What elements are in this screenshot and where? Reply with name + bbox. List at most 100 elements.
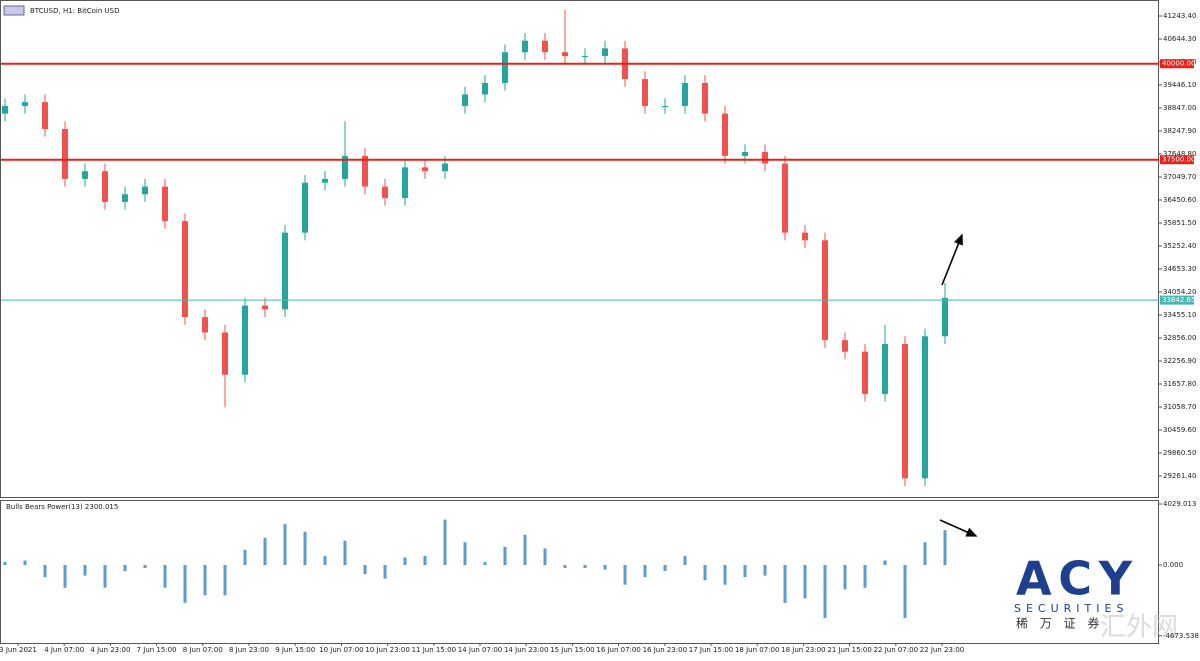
candle-body (242, 305, 248, 375)
indicator-bar (143, 565, 147, 569)
x-tick-label: 18 Jun 23:00 (781, 646, 825, 654)
candle-body (662, 105, 668, 107)
indicator-bar (163, 565, 167, 588)
price-level-tag (1160, 295, 1194, 305)
symbol-icon (3, 5, 25, 16)
indicator-bar (323, 555, 327, 566)
indicator-bar (183, 565, 187, 603)
x-tick-label: 22 Jun 07:00 (874, 646, 918, 654)
indicator-y-tick-label: 0.000 (1163, 561, 1183, 569)
indicator-bar (943, 530, 947, 566)
indicator-title: Bulls Bears Power(13) 2300.015 (6, 503, 118, 511)
candle-body (802, 232, 808, 241)
indicator-bar (743, 565, 747, 578)
indicator-bar (563, 565, 567, 569)
indicator-bar (683, 555, 687, 566)
x-tick-label: 10 Jun 23:00 (365, 646, 409, 654)
y-tick-label: 31058.70 (1163, 403, 1196, 411)
indicator-bar (423, 555, 427, 566)
indicator-bar (883, 560, 887, 566)
x-tick-label: 4 Jun 23:00 (90, 646, 130, 654)
y-tick-label: 36450.60 (1163, 196, 1196, 204)
x-tick-label: 9 Jun 15:00 (275, 646, 315, 654)
candle-body (402, 167, 408, 199)
candle-body (442, 163, 448, 172)
candle-body (222, 332, 228, 375)
x-tick-label: 22 Jun 23:00 (920, 646, 964, 654)
candle-body (362, 155, 368, 187)
candle-body (942, 297, 948, 337)
indicator-bar (783, 565, 787, 603)
price-level-label: 37500.00 (1162, 156, 1195, 164)
candle-body (682, 82, 688, 106)
indicator-bar (823, 565, 827, 619)
candle-body (282, 232, 288, 310)
indicator-y-tick-label: 4029.013 (1163, 500, 1196, 508)
y-tick-label: 33455.10 (1163, 311, 1196, 319)
indicator-bar (923, 542, 927, 566)
arrow-up (941, 233, 963, 286)
indicator-bar (303, 531, 307, 566)
candle-body (82, 171, 88, 179)
x-tick-label: 11 Jun 15:00 (412, 646, 456, 654)
candle-body (502, 52, 508, 83)
x-tick-label: 16 Jun 23:00 (643, 646, 687, 654)
y-tick-label: 30459.60 (1163, 426, 1196, 434)
indicator-bar (543, 548, 547, 566)
y-tick-label: 39446.10 (1163, 81, 1196, 89)
candle-body (882, 343, 888, 394)
candle-body (762, 152, 768, 164)
indicator-bar (503, 546, 507, 566)
x-tick-label: 10 Jun 07:00 (319, 646, 363, 654)
y-tick-label: 41243.40 (1163, 12, 1196, 20)
y-tick-label: 32256.90 (1163, 357, 1196, 365)
price-level-label: 40000.00 (1162, 60, 1195, 68)
indicator-bar (403, 557, 407, 566)
candle-body (102, 171, 108, 202)
candle-body (562, 52, 568, 57)
y-tick-label: 31657.80 (1163, 380, 1196, 388)
indicator-bar (63, 565, 67, 588)
candle-body (842, 340, 848, 352)
indicator-bar (603, 565, 607, 570)
x-tick-label: 18 Jun 07:00 (735, 646, 779, 654)
indicator-bar (843, 565, 847, 590)
x-tick-label: 8 Jun 07:00 (183, 646, 223, 654)
indicator-bar (523, 534, 527, 566)
y-tick-label: 37049.70 (1163, 173, 1196, 181)
indicator-bar (643, 565, 647, 578)
price-level-tag (1160, 59, 1194, 69)
candle-body (742, 152, 748, 156)
x-tick-label: 3 Jun 2021 (0, 646, 37, 654)
indicator-bar (863, 565, 867, 588)
y-tick-label: 38247.90 (1163, 127, 1196, 135)
candle-body (722, 113, 728, 156)
candle-body (642, 79, 648, 106)
candle-body (542, 40, 548, 53)
candle-body (482, 82, 488, 95)
indicator-bar (343, 540, 347, 566)
indicator-bar (663, 565, 667, 572)
candle-body (142, 186, 148, 195)
y-tick-label: 35851.50 (1163, 219, 1196, 227)
x-tick-label: 17 Jun 15:00 (689, 646, 733, 654)
indicator-bar (3, 561, 7, 566)
main-frame (0, 0, 1159, 498)
chart-title: BTCUSD, H1: BitCoin USD (30, 7, 120, 15)
x-tick-label: 4 Jun 07:00 (44, 646, 84, 654)
candle-body (162, 186, 168, 222)
logo-sub: SECURITIES (1014, 602, 1128, 615)
candle-body (462, 94, 468, 106)
indicator-bar (383, 565, 387, 579)
y-tick-label: 32856.00 (1163, 334, 1196, 342)
candle-body (322, 178, 328, 183)
candle-body (62, 128, 68, 179)
price-level-tag (1160, 155, 1194, 165)
candle-body (582, 56, 588, 58)
candle-body (702, 82, 708, 114)
logo-brand: ACY (1016, 552, 1133, 606)
candle-body (382, 186, 388, 199)
watermark: 汇外网 (1100, 613, 1178, 643)
y-tick-label: 34653.30 (1163, 265, 1196, 273)
x-tick-label: 14 Jun 23:00 (504, 646, 548, 654)
